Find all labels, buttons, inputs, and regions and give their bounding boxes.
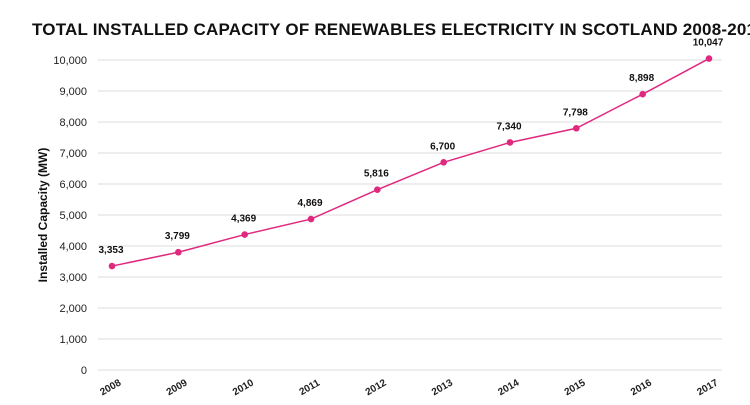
series-line (111, 57, 710, 267)
data-point (573, 124, 580, 132)
data-labels: 3,353 3,799 4,369 4,869 5,816 6,700 7,340 7,798… (98, 38, 723, 257)
data-label: 5,816 (364, 169, 389, 180)
chart-title: TOTAL INSTALLED CAPACITY OF RENEWABLES E… (32, 20, 750, 39)
y-tick-label: 10,000 (53, 55, 87, 67)
data-label: 3,799 (165, 231, 190, 242)
y-axis-label: Installed Capacity (MW) (36, 148, 50, 283)
y-tick-label: 4,000 (59, 241, 87, 253)
y-tick-label: 8,000 (59, 117, 87, 129)
data-points (108, 55, 713, 270)
data-point (307, 215, 315, 223)
x-tick-label: 2011 (298, 377, 323, 398)
y-tick-label: 7,000 (59, 148, 87, 160)
data-point (705, 55, 713, 62)
y-tick-label: 0 (81, 365, 87, 377)
data-label: 10,047 (693, 38, 724, 49)
y-tick-label: 6,000 (59, 179, 87, 191)
y-tick-label: 3,000 (59, 272, 87, 284)
gridlines (98, 59, 722, 371)
x-tick-label: 2017 (695, 377, 720, 398)
x-tick-label: 2008 (98, 377, 123, 398)
data-point (241, 231, 248, 238)
data-point (374, 186, 381, 194)
data-label: 7,798 (563, 107, 588, 118)
x-tick-label: 2014 (496, 377, 521, 398)
y-tick-label: 5,000 (59, 210, 87, 222)
data-point (639, 90, 646, 98)
data-label: 3,353 (98, 245, 123, 256)
x-tick-label: 2016 (629, 377, 654, 398)
x-tick-label: 2012 (364, 377, 389, 398)
x-tick-label: 2013 (430, 377, 455, 398)
y-axis-ticks: 0 1,000 2,000 3,000 4,000 5,000 6,000 7,000 8,00… (53, 55, 87, 377)
data-point (506, 139, 514, 146)
y-tick-label: 2,000 (59, 303, 87, 315)
data-point (108, 262, 116, 270)
data-label: 6,700 (430, 141, 455, 152)
data-point (440, 159, 447, 166)
y-tick-label: 1,000 (59, 334, 87, 346)
x-tick-label: 2010 (231, 377, 256, 398)
x-tick-label: 2015 (563, 377, 588, 398)
x-axis-ticks: 2008 2009 2010 2011 2012 2013 2014 2015 2016 2017 (98, 377, 720, 398)
data-point (175, 248, 182, 256)
x-tick-label: 2009 (165, 377, 190, 398)
data-label: 4,869 (297, 198, 322, 209)
data-label: 4,369 (231, 214, 256, 225)
y-tick-label: 9,000 (59, 86, 87, 98)
data-label: 8,898 (629, 73, 654, 84)
data-label: 7,340 (496, 121, 521, 132)
